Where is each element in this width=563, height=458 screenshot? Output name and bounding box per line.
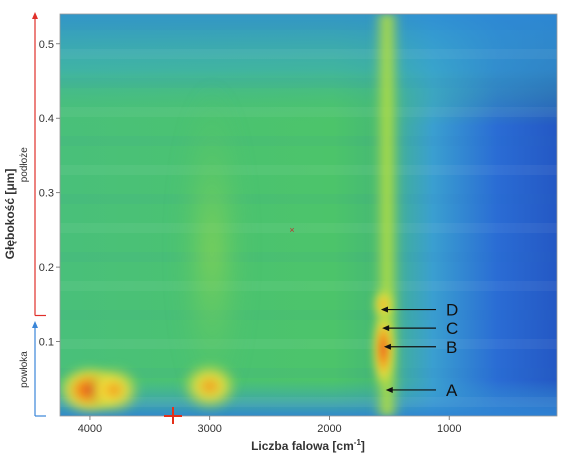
- hotspot: [85, 363, 143, 416]
- banding-stripe: [60, 78, 557, 88]
- y-tick-label: 0.1: [39, 337, 54, 349]
- depth-region: powłoka: [19, 320, 46, 417]
- hotspot: [179, 360, 241, 413]
- y-tick-label: 0.4: [39, 113, 54, 125]
- region-label: podłoże: [19, 147, 30, 182]
- annotation-arrow-head: [380, 306, 388, 313]
- region-label: powłoka: [19, 351, 30, 388]
- y-tick-label: 0.2: [39, 262, 54, 274]
- hotspot: [371, 286, 396, 323]
- y-axis: 0.1 0.2 0.3 0.4 0.5: [39, 39, 60, 349]
- horizontal-banding: [60, 20, 557, 407]
- annotation-arrow-head: [383, 343, 391, 350]
- x-axis-title-main: Liczba falowa [cm: [251, 439, 354, 453]
- annotation-label: A: [446, 381, 458, 400]
- banding-stripe: [60, 49, 557, 59]
- banding-stripe: [60, 252, 557, 262]
- banding-stripe: [60, 368, 557, 378]
- y-axis-title: Głębokość [μm]: [3, 169, 17, 260]
- x-axis-title-end: ]: [361, 439, 365, 453]
- x-tick-label: 1000: [437, 423, 461, 435]
- banding-stripe: [60, 339, 557, 349]
- banding-stripe: [60, 194, 557, 204]
- x-tick-label: 3000: [197, 423, 221, 435]
- svg-text:×: ×: [289, 225, 294, 235]
- band-annotation: A: [385, 381, 458, 400]
- x-axis-title: Liczba falowa [cm-1]: [251, 438, 365, 453]
- heatmap-area: [60, 14, 557, 416]
- region-arrow-head: [32, 12, 38, 19]
- x-tick-label: 2000: [317, 423, 341, 435]
- band-annotation: C: [382, 319, 458, 338]
- x-tick-label: 4000: [78, 423, 102, 435]
- annotation-label: D: [446, 301, 458, 320]
- y-tick-label: 0.5: [39, 39, 54, 51]
- band-annotations: DCB A: [380, 301, 458, 400]
- annotation-arrow-head: [385, 386, 393, 393]
- depth-regions: podłoże powłoka: [19, 12, 46, 417]
- y-tick-label: 0.3: [39, 188, 54, 200]
- annotation-arrow-head: [382, 325, 390, 332]
- banding-stripe: [60, 136, 557, 146]
- banding-stripe: [60, 281, 557, 291]
- annotation-label: B: [446, 338, 457, 357]
- band-annotation: D: [380, 301, 458, 320]
- banding-stripe: [60, 165, 557, 175]
- hotspot-layer: [60, 286, 396, 416]
- x-axis-title-sup: -1: [354, 438, 362, 447]
- depth-region: podłoże: [19, 12, 46, 317]
- banding-stripe: [60, 223, 557, 233]
- banding-stripe: [60, 107, 557, 117]
- banding-stripe: [60, 397, 557, 407]
- annotation-label: C: [446, 319, 458, 338]
- x-axis: 4000 3000 2000 1000: [78, 416, 461, 435]
- region-arrow-head: [32, 320, 38, 328]
- banding-stripe: [60, 310, 557, 320]
- banding-stripe: [60, 20, 557, 30]
- band-annotation: B: [383, 338, 457, 357]
- axis-marker-cross: [164, 407, 182, 424]
